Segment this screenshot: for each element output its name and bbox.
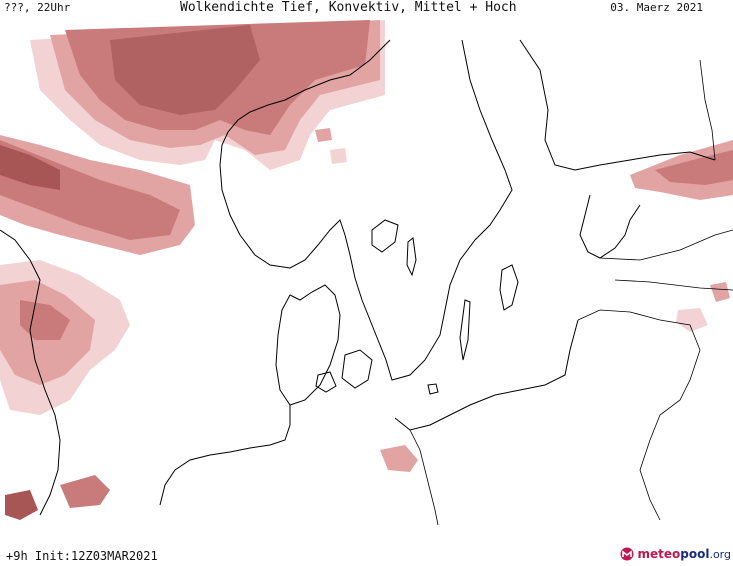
meteopool-logo-icon [620, 547, 634, 561]
border-sweden-finland [699, 59, 716, 161]
cloud-patch-southwest2 [5, 490, 38, 520]
lake-vattern [406, 237, 417, 277]
cloud-area-britain-core [20, 300, 70, 340]
coastline-zealand [341, 349, 373, 389]
cloud-band-northsea-core [0, 145, 60, 190]
border-poland-germany [409, 429, 439, 526]
coastline-gulf-riga [579, 194, 641, 259]
coastline-oland [459, 299, 471, 361]
logo-text-pool: pool [680, 547, 710, 561]
coastline-baltic-south [394, 319, 579, 431]
coastline-gotland [499, 264, 519, 311]
coastline-jutland [275, 284, 341, 406]
coastline-funen [315, 371, 337, 393]
meteopool-logo[interactable]: meteo pool .org [620, 545, 731, 563]
map-footer: +9h Init:12Z03MAR2021 meteo pool .org [0, 525, 733, 566]
cloud-density-map [0, 20, 733, 526]
cloud-patch-southwest [60, 475, 110, 508]
map-header: ???, 22Uhr Wolkendichte Tief, Konvektiv,… [0, 0, 733, 20]
logo-text-org: .org [709, 547, 731, 561]
cloud-area-norway-core [110, 25, 260, 115]
lake-vanern [371, 219, 399, 253]
map-canvas [0, 20, 733, 526]
coastline-germany [159, 405, 291, 506]
cloud-patch-belarus2 [710, 282, 730, 302]
coastline-finland [519, 39, 716, 171]
map-title: Wolkendichte Tief, Konvektiv, Mittel + H… [180, 0, 517, 15]
forecast-date: 03. Maerz 2021 [610, 1, 703, 14]
forecast-time-label: ???, 22Uhr [4, 1, 71, 14]
cloud-patch-small1 [315, 128, 332, 142]
logo-text-meteo: meteo [637, 547, 681, 561]
cloud-area-baltics-dense [655, 150, 733, 185]
coastline-bornholm [427, 383, 439, 395]
cloud-patch-belarus [676, 308, 708, 332]
coastline-layer [0, 39, 733, 526]
border-poland [577, 309, 701, 521]
border-baltic-states [599, 229, 733, 291]
cloud-cover-layer [0, 20, 733, 520]
coastline-sweden-east [385, 39, 513, 381]
coastline-norway [219, 39, 391, 361]
cloud-patch-small2 [330, 148, 347, 164]
cloud-patch-germany [380, 445, 418, 472]
coastline-britain [0, 229, 61, 516]
init-time-label: +9h Init:12Z03MAR2021 [6, 549, 158, 563]
